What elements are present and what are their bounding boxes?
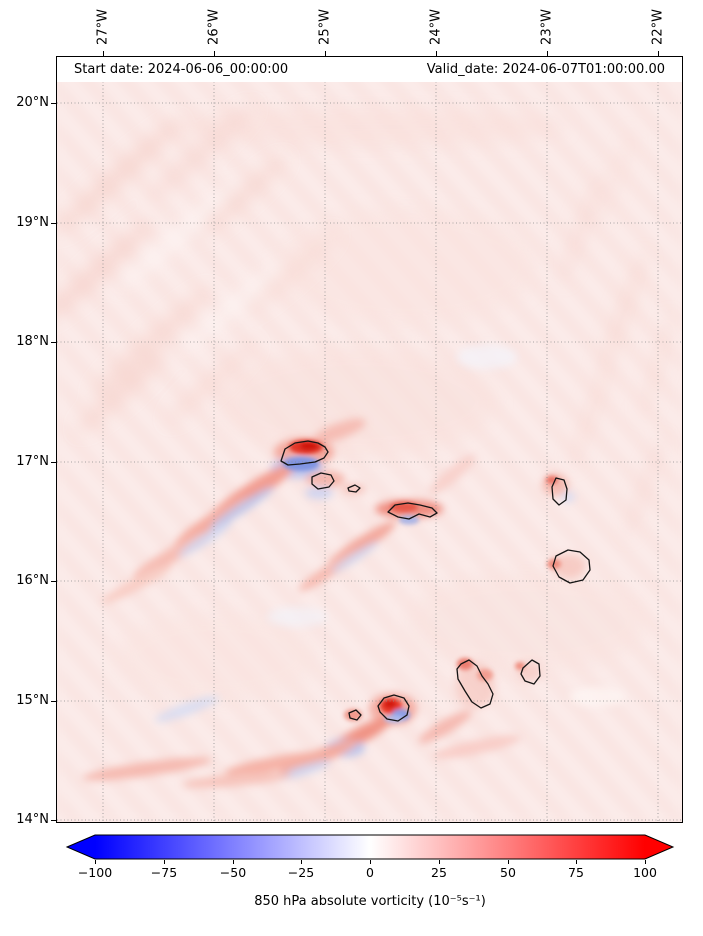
start-date-label: Start date: 2024-06-06_00:00:00	[74, 62, 289, 77]
coastlines	[280, 440, 591, 722]
field-streaks-upper-left	[57, 104, 337, 433]
lat-tick-mark	[51, 462, 56, 463]
lat-tick-label: 17°N	[16, 454, 49, 469]
lon-tick-mark	[436, 51, 437, 56]
lat-tick-mark	[51, 103, 56, 104]
colorbar-outline	[65, 834, 675, 860]
colorbar	[65, 834, 675, 860]
field-broad-tints	[117, 107, 647, 702]
island-outline-sw-round	[377, 694, 410, 722]
lat-tick-mark	[51, 701, 56, 702]
colorbar-tick-mark	[439, 860, 440, 864]
colorbar-tick-label: 75	[568, 865, 584, 880]
lon-tick-label: 25°W	[317, 9, 333, 45]
lat-tick-mark	[51, 223, 56, 224]
colorbar-tick-label: 25	[431, 865, 447, 880]
colorbar-tick-label: −50	[219, 865, 247, 880]
lat-tick-mark	[51, 342, 56, 343]
lat-tick-label: 19°N	[16, 215, 49, 230]
colorbar-tick-mark	[301, 860, 302, 864]
colorbar-tick-mark	[576, 860, 577, 864]
lat-tick-mark	[51, 581, 56, 582]
lon-tick-label: 24°W	[428, 9, 444, 45]
island-outline-ne-north	[551, 477, 568, 506]
island-outline-nw-mid	[311, 472, 335, 490]
lon-tick-label: 22°W	[650, 9, 666, 45]
colorbar-tick-mark	[370, 860, 371, 864]
lon-tick-label: 26°W	[206, 9, 222, 45]
lat-tick-label: 16°N	[16, 573, 49, 588]
map-plot-area: Start date: 2024-06-06_00:00:00 Valid_da…	[56, 56, 683, 823]
vorticity-field-plot	[57, 57, 682, 822]
colorbar-tick-label: 100	[633, 865, 657, 880]
lat-tick-label: 20°N	[16, 95, 49, 110]
lat-tick-label: 14°N	[16, 812, 49, 827]
field-streaks-right	[560, 129, 673, 539]
lon-tick-mark	[103, 51, 104, 56]
colorbar-tick-label: −25	[287, 865, 315, 880]
title-band: Start date: 2024-06-06_00:00:00 Valid_da…	[57, 57, 682, 82]
colorbar-tick-label: −100	[77, 865, 113, 880]
colorbar-tick-mark	[645, 860, 646, 864]
colorbar-tick-label: −75	[150, 865, 178, 880]
lat-tick-mark	[51, 820, 56, 821]
colorbar-tick-label: 0	[366, 865, 374, 880]
lon-tick-mark	[658, 51, 659, 56]
lon-tick-label: 27°W	[95, 9, 111, 45]
lon-tick-label: 23°W	[539, 9, 555, 45]
colorbar-left-arrow	[67, 835, 95, 859]
lat-tick-label: 18°N	[16, 334, 49, 349]
colorbar-tick-label: 50	[500, 865, 516, 880]
colorbar-tick-mark	[95, 860, 96, 864]
island-outline-central-elongated	[387, 502, 438, 520]
island-outline-nw-small	[347, 484, 361, 493]
colorbar-tick-mark	[164, 860, 165, 864]
lon-tick-mark	[325, 51, 326, 56]
gridlines	[57, 57, 682, 822]
island-outline-se-large	[456, 659, 494, 709]
colorbar-tick-mark	[508, 860, 509, 864]
lat-tick-label: 15°N	[16, 693, 49, 708]
lon-tick-mark	[214, 51, 215, 56]
island-outline-se-small	[520, 659, 541, 685]
colorbar-tick-mark	[233, 860, 234, 864]
colorbar-title: 850 hPa absolute vorticity (10⁻⁵s⁻¹)	[254, 894, 486, 909]
colorbar-right-arrow	[645, 835, 673, 859]
valid-date-label: Valid_date: 2024-06-07T01:00:00.00	[426, 62, 665, 77]
lon-tick-mark	[547, 51, 548, 56]
island-outline-sw-tiny	[348, 709, 362, 721]
island-outline-nw-large	[280, 440, 329, 466]
island-outline-ne-south	[552, 549, 591, 584]
colorbar-gradient	[95, 835, 645, 859]
